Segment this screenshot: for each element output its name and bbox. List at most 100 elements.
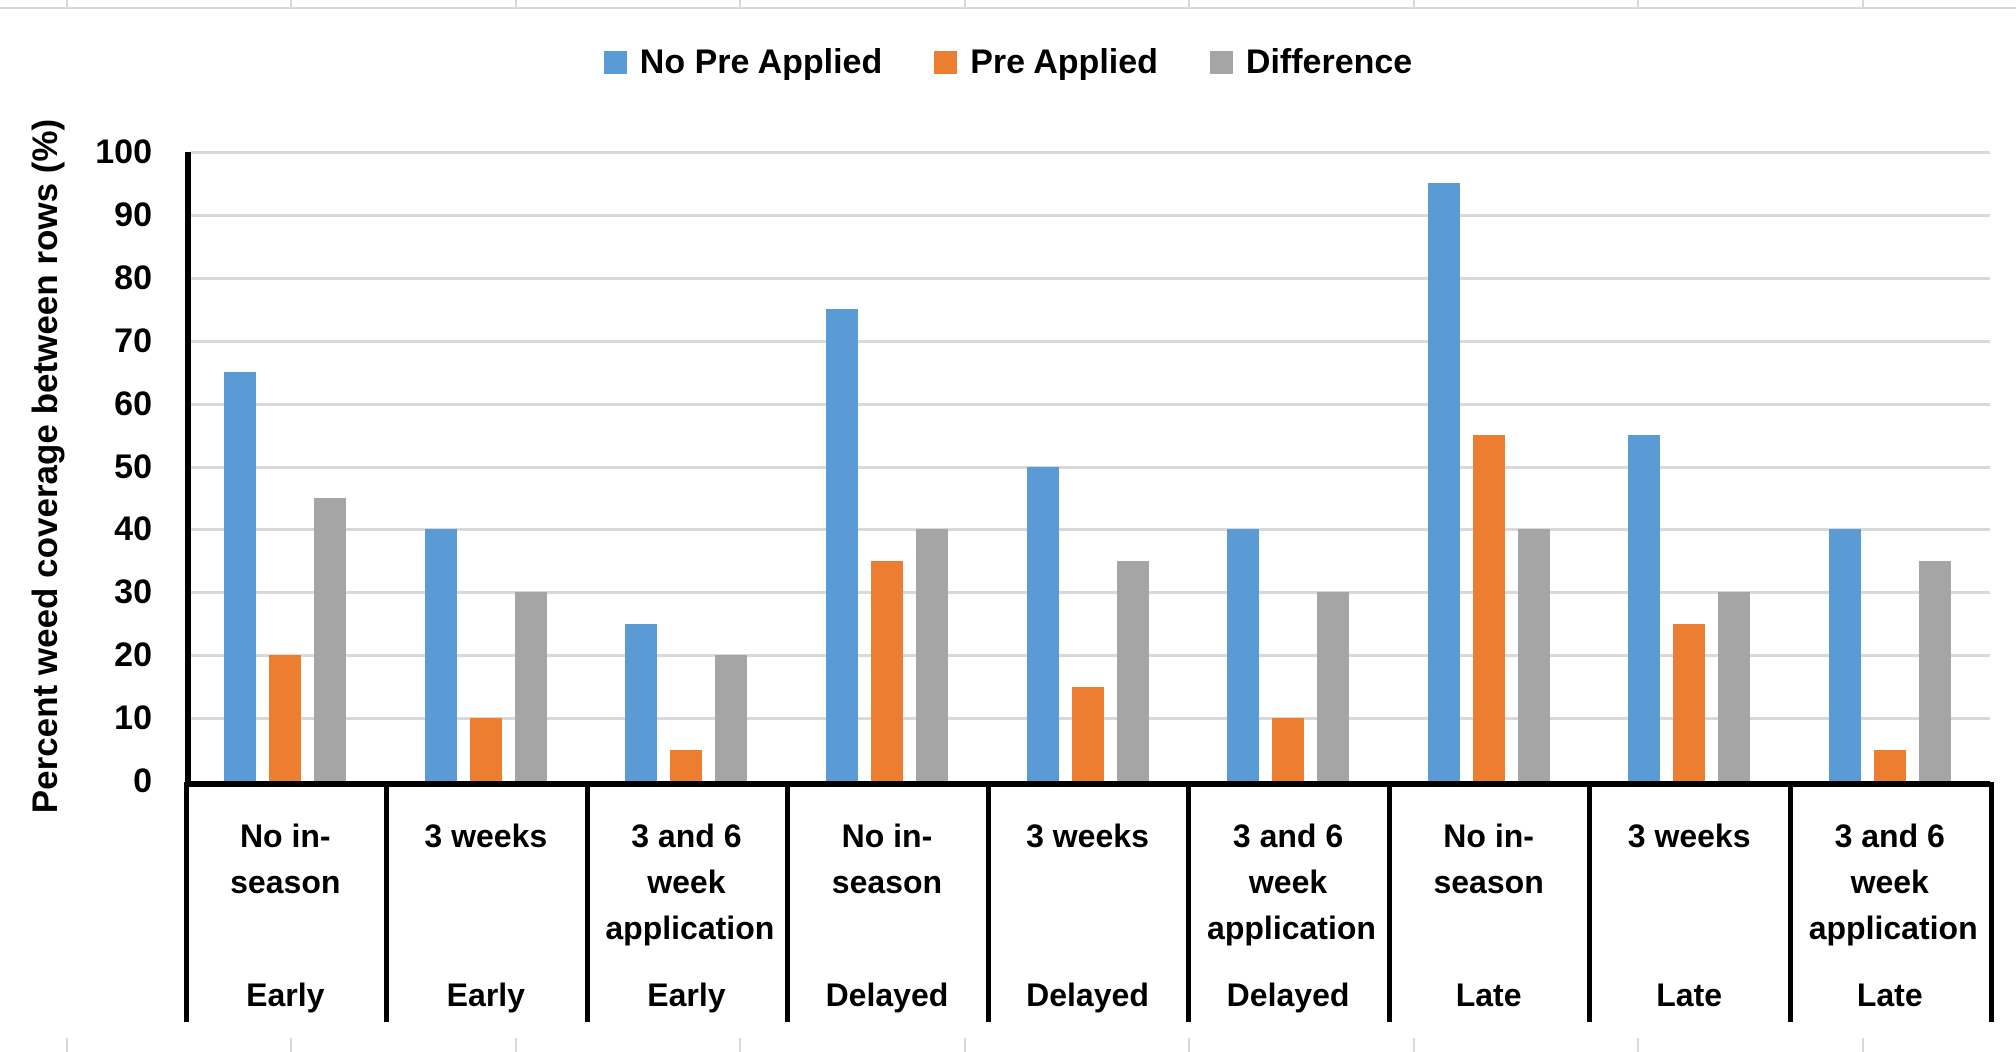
gridline-60: [191, 402, 1990, 406]
category-timing-label: Delayed: [1226, 977, 1350, 1013]
legend-item-2: Difference: [1209, 42, 1412, 82]
legend-swatch-icon: [934, 50, 958, 74]
legend-item-label: No Pre Applied: [639, 43, 883, 81]
category-timing-label: Late: [1856, 977, 1923, 1013]
bar-no-pre-applied-group3: [625, 623, 658, 781]
y-tick-label-50: 50: [114, 447, 152, 486]
category-timing-label: Early: [246, 977, 325, 1013]
bar-difference-group8: [1718, 592, 1751, 781]
bar-difference-group6: [1317, 592, 1350, 781]
bar-no-pre-applied-group4: [825, 309, 858, 781]
gridline-40: [191, 528, 1990, 532]
worksheet-column-line: [1637, 1038, 1639, 1052]
category-treatment-label: 3 weeks: [1627, 818, 1751, 854]
y-tick-label-0: 0: [133, 762, 152, 800]
bar-no-pre-applied-group2: [424, 529, 457, 781]
category-separator-7: [1587, 782, 1593, 1022]
bar-pre-applied-group2: [469, 718, 502, 781]
category-timing-label: Delayed: [1026, 977, 1149, 1013]
category-treatment-label: 3 and 6 week application: [1207, 818, 1376, 946]
worksheet-column-line: [1188, 0, 1190, 7]
bar-difference-group3: [715, 655, 748, 781]
category-separator-6: [1386, 782, 1392, 1022]
worksheet-column-line: [515, 0, 517, 7]
category-separator-8: [1787, 782, 1793, 1022]
bar-pre-applied-group5: [1071, 686, 1104, 781]
category-treatment-label: No in-season: [831, 818, 943, 900]
category-separator-9: [1988, 782, 1994, 1022]
y-tick-label-60: 60: [114, 384, 152, 423]
bar-pre-applied-group1: [269, 655, 302, 781]
gridline-100: [191, 151, 1990, 154]
category-timing-label: Late: [1455, 977, 1522, 1013]
bar-pre-applied-group3: [670, 749, 703, 781]
legend-item-label: Pre Applied: [970, 43, 1158, 81]
category-treatment-label: 3 weeks: [424, 818, 548, 854]
bar-no-pre-applied-group9: [1828, 529, 1861, 781]
category-timing-label: Late: [1656, 977, 1723, 1013]
category-separator-1: [384, 782, 390, 1022]
gridline-30: [191, 591, 1990, 595]
category-cell-8: 3 weeks Late: [1593, 787, 1786, 1022]
gridline-90: [191, 213, 1990, 217]
bar-no-pre-applied-group8: [1628, 435, 1661, 781]
worksheet-column-line: [1862, 0, 1864, 7]
bar-difference-group9: [1918, 560, 1951, 781]
worksheet-row-line: [0, 7, 2016, 9]
category-cell-5: 3 weeks Delayed: [991, 787, 1184, 1022]
category-cell-7: No in-season Late: [1392, 787, 1585, 1022]
bar-difference-group4: [915, 529, 948, 781]
category-cell-2: 3 weeks Early: [390, 787, 583, 1022]
category-timing-label: Delayed: [825, 977, 949, 1013]
y-tick-label-10: 10: [114, 699, 152, 738]
y-tick-label-100: 100: [95, 133, 152, 171]
category-treatment-label: No in-season: [1433, 818, 1544, 900]
category-cell-6: 3 and 6 week application Delayed: [1192, 787, 1385, 1022]
category-treatment-label: No in-season: [230, 818, 341, 900]
gridline-70: [191, 339, 1990, 343]
x-axis-line: [185, 781, 1990, 787]
category-treatment-label: 3 and 6 week application: [1808, 818, 1978, 946]
worksheet-column-line: [290, 0, 292, 7]
legend-item-0: No Pre Applied: [603, 42, 883, 82]
y-tick-label-70: 70: [114, 321, 152, 360]
y-tick-label-90: 90: [114, 195, 152, 234]
bar-no-pre-applied-group6: [1227, 529, 1260, 781]
worksheet-column-line: [1862, 1038, 1864, 1052]
legend-swatch-icon: [1209, 50, 1233, 74]
worksheet-column-line: [66, 0, 68, 7]
worksheet-column-line: [739, 0, 741, 7]
bar-difference-group2: [514, 592, 547, 781]
legend-swatch-icon: [603, 50, 627, 74]
worksheet-column-line: [1637, 0, 1639, 7]
bar-pre-applied-group4: [870, 560, 903, 781]
bar-difference-group5: [1116, 560, 1149, 781]
bar-no-pre-applied-group1: [224, 372, 257, 781]
bar-pre-applied-group9: [1873, 749, 1906, 781]
worksheet-column-line: [515, 1038, 517, 1052]
worksheet-column-line: [964, 0, 966, 7]
worksheet-column-line: [290, 1038, 292, 1052]
worksheet-column-line: [1413, 1038, 1415, 1052]
category-timing-label: Early: [446, 977, 525, 1013]
legend-item-1: Pre Applied: [934, 42, 1158, 82]
gridline-50: [191, 465, 1990, 469]
bar-pre-applied-group6: [1272, 718, 1305, 781]
category-treatment-label: 3 weeks: [1026, 818, 1149, 854]
y-tick-label-20: 20: [114, 636, 152, 675]
bar-no-pre-applied-group5: [1026, 466, 1059, 781]
category-timing-label: Early: [647, 977, 726, 1013]
category-cell-9: 3 and 6 week application Late: [1793, 787, 1986, 1022]
category-treatment-label: 3 and 6 week application: [605, 818, 775, 946]
bar-difference-group1: [314, 497, 347, 781]
y-tick-label-30: 30: [114, 573, 152, 612]
category-cell-3: 3 and 6 week application Early: [590, 787, 783, 1022]
category-separator-2: [584, 782, 590, 1022]
bar-pre-applied-group7: [1472, 435, 1505, 781]
y-tick-label-80: 80: [114, 258, 152, 297]
bar-no-pre-applied-group7: [1427, 183, 1460, 781]
gridline-20: [191, 654, 1990, 658]
y-axis-line: [185, 152, 191, 787]
chart-legend: No Pre Applied Pre Applied Difference: [0, 40, 2016, 84]
